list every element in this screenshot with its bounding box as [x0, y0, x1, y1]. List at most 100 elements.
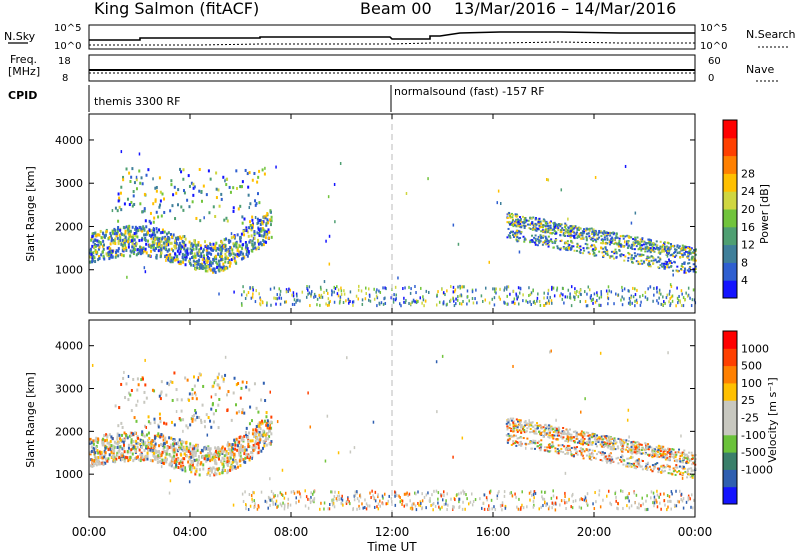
echo-cell [622, 254, 625, 257]
echo-cell [367, 287, 370, 291]
echo-cell [163, 197, 166, 201]
echo-cell [663, 452, 666, 455]
echo-cell [554, 223, 557, 226]
echo-cell [551, 228, 554, 231]
echo-cell [588, 448, 591, 451]
echo-cell [619, 438, 622, 441]
echo-cell [186, 426, 189, 430]
echo-cell [631, 244, 634, 247]
echo-cell [193, 185, 196, 189]
echo-cell [673, 245, 676, 248]
echo-cell [561, 432, 564, 435]
echo-cell [623, 259, 626, 262]
echo-cell [258, 169, 261, 173]
echo-cell [160, 214, 163, 218]
echo-cell [634, 211, 637, 215]
echo-cell [488, 260, 490, 264]
echo-cell [647, 242, 650, 245]
echo-cell [92, 231, 95, 235]
echo-cell [273, 286, 276, 290]
echo-cell [203, 419, 206, 423]
echo-cell [560, 229, 563, 232]
echo-cell [597, 233, 600, 236]
echo-cell [221, 450, 224, 454]
echo-cell [512, 440, 515, 443]
echo-cell [542, 426, 545, 429]
echo-cell [415, 301, 418, 305]
echo-cell [601, 438, 604, 441]
echo-cell [687, 455, 690, 458]
echo-cell [134, 225, 137, 229]
echo-cell [512, 428, 515, 431]
echo-cell [565, 248, 568, 251]
echo-cell [632, 295, 635, 299]
echo-cell [179, 262, 182, 266]
echo-cell [657, 256, 660, 259]
echo-cell [645, 462, 648, 465]
echo-cell [593, 245, 596, 248]
echo-cell [457, 285, 459, 289]
echo-cell [662, 264, 665, 267]
echo-cell [205, 193, 208, 197]
echo-cell [316, 297, 319, 301]
echo-cell [156, 450, 159, 454]
echo-cell [306, 285, 308, 289]
echo-cell [172, 437, 175, 441]
echo-cell [133, 181, 136, 185]
echo-cell [131, 225, 134, 229]
echo-cell [602, 250, 605, 253]
echo-cell [172, 233, 175, 237]
echo-cell [686, 468, 689, 471]
echo-cell [647, 461, 650, 464]
echo-cell [261, 168, 264, 172]
echo-cell [245, 228, 248, 232]
echo-cell [241, 411, 244, 415]
echo-cell [640, 240, 643, 243]
echo-cell [168, 436, 171, 440]
echo-cell [178, 261, 181, 265]
echo-cell [531, 241, 534, 244]
echo-cell [670, 450, 673, 453]
echo-cell [233, 376, 236, 380]
echo-cell [602, 435, 605, 438]
echo-cell [214, 467, 217, 471]
echo-cell [191, 245, 194, 249]
echo-cell [152, 247, 155, 251]
echo-cell [650, 255, 653, 258]
echo-cell [556, 434, 559, 437]
echo-cell [574, 290, 576, 294]
echo-cell [516, 236, 519, 239]
echo-cell [147, 168, 150, 172]
echo-cell [165, 440, 168, 444]
echo-cell [595, 439, 598, 442]
echo-cell [252, 446, 255, 450]
echo-cell [661, 245, 664, 248]
echo-cell [640, 300, 642, 304]
echo-cell [525, 219, 528, 222]
echo-cell [647, 443, 650, 446]
echo-cell [229, 443, 232, 447]
echo-cell [376, 296, 379, 300]
echo-cell [547, 424, 550, 427]
echo-cell [95, 250, 98, 254]
echo-cell [601, 251, 604, 254]
echo-cell [675, 248, 678, 251]
echo-cell [572, 225, 575, 228]
echo-cell [242, 285, 244, 289]
echo-cell [532, 430, 535, 433]
echo-cell [130, 440, 133, 444]
echo-cell [668, 455, 671, 458]
echo-cell [596, 238, 599, 241]
echo-cell [549, 224, 552, 227]
echo-cell [600, 295, 603, 299]
echo-cell [654, 243, 657, 246]
echo-cell [211, 458, 214, 462]
echo-cell [141, 377, 144, 381]
echo-cell [603, 234, 606, 237]
echo-cell [683, 271, 686, 274]
echo-cell [208, 449, 211, 453]
echo-cell [512, 430, 515, 433]
echo-cell [213, 458, 216, 462]
echo-cell [118, 205, 121, 209]
